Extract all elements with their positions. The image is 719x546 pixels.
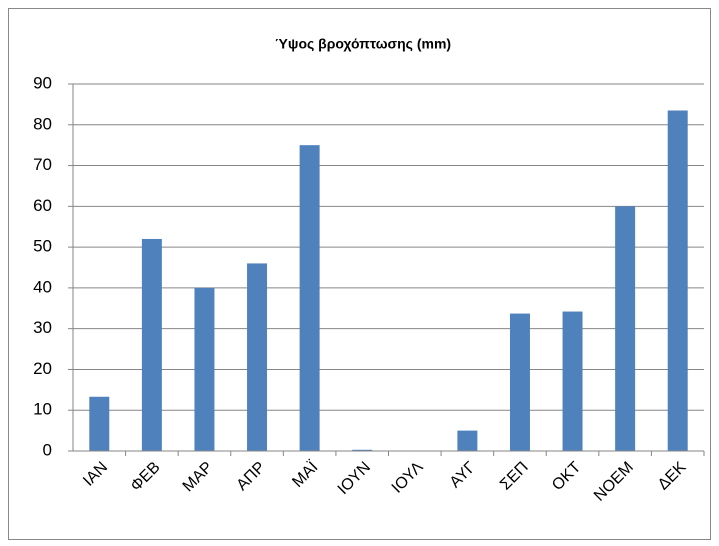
- y-tick-label: 0: [43, 440, 52, 459]
- bar: [457, 430, 478, 451]
- y-tick-label: 60: [33, 196, 52, 215]
- y-tick-label: 90: [33, 73, 52, 92]
- chart-border: [8, 8, 711, 540]
- bar: [299, 145, 320, 451]
- y-tick-label: 50: [33, 237, 52, 256]
- y-tick-label: 30: [33, 318, 52, 337]
- y-tick-label: 40: [33, 277, 52, 296]
- bar: [141, 238, 162, 451]
- bar: [509, 313, 530, 451]
- chart-title: Ύψος βροχόπτωσης (mm): [275, 36, 451, 52]
- bar: [667, 110, 688, 451]
- bar: [194, 287, 215, 451]
- bar: [562, 311, 583, 451]
- bar: [89, 396, 110, 451]
- y-tick-label: 80: [33, 114, 52, 133]
- bar: [352, 449, 373, 451]
- y-tick-label: 10: [33, 400, 52, 419]
- y-tick-label: 20: [33, 359, 52, 378]
- y-tick-label: 70: [33, 155, 52, 174]
- bar: [615, 206, 636, 451]
- bar: [247, 263, 268, 451]
